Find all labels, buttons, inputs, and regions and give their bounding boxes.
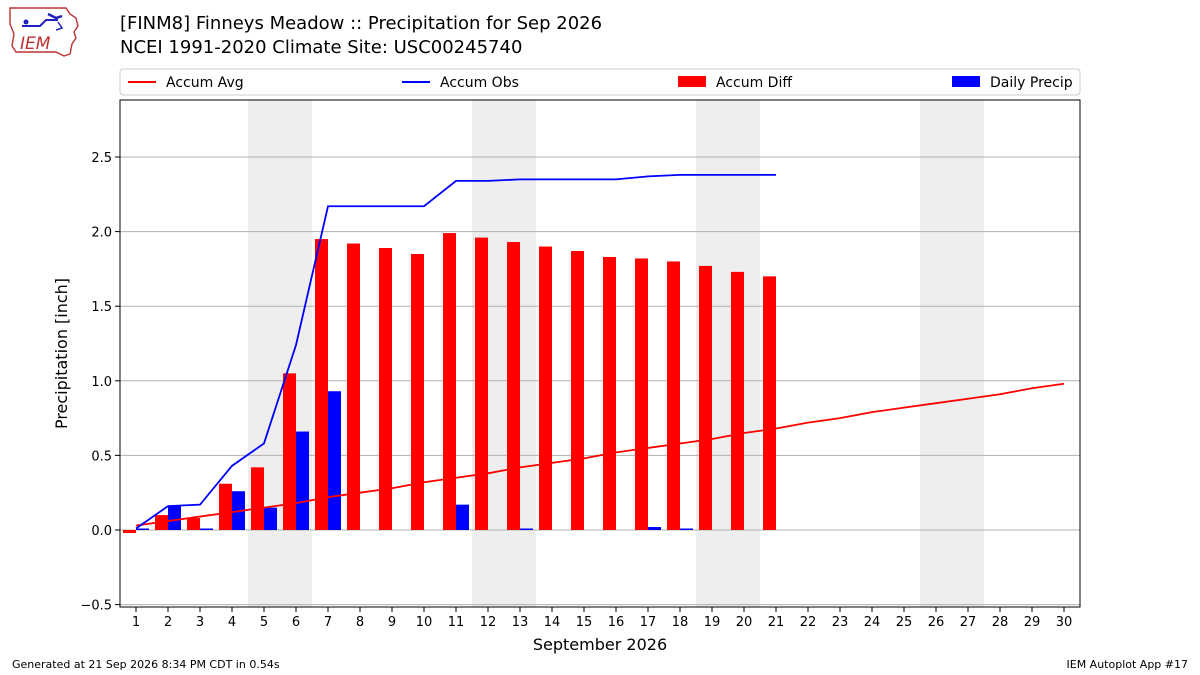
x-tick-label: 13 [512, 615, 529, 630]
daily-precip-bar [520, 528, 533, 530]
accum-diff-bar [635, 258, 648, 530]
accum-diff-bar [603, 256, 616, 530]
accum-diff-bar [347, 243, 360, 530]
x-tick-label: 24 [864, 615, 881, 630]
x-tick-label: 20 [736, 615, 753, 630]
daily-precip-bar [264, 507, 277, 530]
x-tick-label: 11 [448, 615, 465, 630]
chart-title-line1: [FINM8] Finneys Meadow :: Precipitation … [120, 13, 603, 34]
x-tick-label: 4 [228, 615, 236, 630]
accum-diff-bar [763, 276, 776, 530]
x-tick-label: 23 [832, 615, 849, 630]
x-tick-label: 7 [324, 615, 332, 630]
logo-text: IEM [20, 34, 51, 54]
weekend-shading [248, 100, 984, 607]
weekend-band-1 [248, 100, 312, 607]
x-tick-label: 27 [960, 615, 977, 630]
x-tick-label: 22 [800, 615, 817, 630]
accum-diff-bar [507, 242, 520, 530]
x-tick-label: 2 [164, 615, 172, 630]
y-tick-label: 1.0 [91, 375, 112, 390]
x-tick-label: 3 [196, 615, 204, 630]
daily-precip-bar [136, 528, 149, 530]
x-tick-label: 18 [672, 615, 689, 630]
x-tick-label: 21 [768, 615, 785, 630]
y-axis-label: Precipitation [inch] [52, 278, 71, 429]
x-tick-label: 30 [1056, 615, 1073, 630]
x-tick-label: 14 [544, 615, 561, 630]
accum-diff-bar [283, 373, 296, 530]
accum-diff-bar [667, 261, 680, 530]
lines [135, 174, 1065, 530]
legend-label: Accum Diff [716, 75, 792, 91]
daily-precip-bar [648, 527, 661, 530]
y-tick-label: 2.5 [91, 151, 112, 166]
x-tick-label: 29 [1024, 615, 1041, 630]
x-tick-label: 19 [704, 615, 721, 630]
y-tick-label: 2.0 [91, 226, 112, 241]
x-axis-label: September 2026 [533, 635, 667, 654]
app-credit: IEM Autoplot App #17 [1066, 658, 1189, 671]
daily-precip-bar [168, 506, 181, 530]
daily-precip-bar [680, 528, 693, 530]
accum-diff-bar [411, 253, 424, 531]
legend-label: Accum Avg [166, 75, 244, 91]
legend-box [119, 68, 1081, 96]
daily-precip-bar [200, 528, 213, 530]
chart-title-line2: NCEI 1991-2020 Climate Site: USC00245740 [120, 37, 523, 58]
x-tick-label: 6 [292, 615, 300, 630]
x-tick-label: 16 [608, 615, 625, 630]
daily-precip-bar [296, 431, 309, 530]
y-axis-ticks: −0.5 0.0 0.5 1.0 1.5 2.0 2.5 [80, 151, 120, 614]
accum-diff-bar [219, 483, 232, 530]
x-tick-label: 1 [132, 615, 140, 630]
accum-diff-bar [571, 250, 584, 530]
x-tick-label: 17 [640, 615, 657, 630]
x-tick-label: 10 [416, 615, 433, 630]
accum-avg-line [135, 382, 1065, 527]
x-tick-label: 26 [928, 615, 945, 630]
accum-diff-bar [123, 530, 136, 533]
accum-diff-bar [699, 265, 712, 530]
y-tick-label: −0.5 [80, 599, 112, 614]
x-axis-ticks: 1 2 3 4 5 6 7 8 9 10 11 12 13 14 15 16 17 18 19 20 21 22 23 24 2… [132, 607, 1072, 630]
accum-obs-line [135, 174, 776, 530]
legend-label: Accum Obs [440, 75, 519, 91]
y-tick-label: 0.5 [91, 449, 112, 464]
legend: Accum Avg Accum Obs Accum Diff Daily Precip [119, 68, 1081, 96]
accum-diff-bar [379, 248, 392, 530]
daily-precip-bar [328, 391, 341, 530]
legend-swatch [952, 76, 980, 87]
daily-precip-bar [456, 504, 469, 530]
legend-label: Daily Precip [990, 75, 1073, 91]
plot-frame [119, 99, 1081, 608]
accum-diff-bar [475, 237, 488, 530]
accum-diff-bar [251, 467, 264, 530]
x-tick-label: 12 [480, 615, 497, 630]
accum-diff-bar [315, 239, 328, 530]
weekend-band-4 [920, 100, 984, 607]
accum-diff-bar [443, 233, 456, 531]
x-tick-label: 25 [896, 615, 913, 630]
x-tick-label: 15 [576, 615, 593, 630]
accum-diff-bar [731, 271, 744, 530]
bars [123, 233, 776, 533]
accum-diff-bar [187, 518, 200, 530]
x-tick-label: 5 [260, 615, 268, 630]
legend-swatch [678, 76, 706, 87]
generated-timestamp: Generated at 21 Sep 2026 8:34 PM CDT in … [12, 658, 280, 671]
accum-diff-bar [539, 246, 552, 530]
iem-logo-icon: IEM [9, 7, 79, 57]
y-tick-label: 0.0 [91, 524, 112, 539]
x-tick-label: 9 [388, 615, 396, 630]
x-tick-label: 28 [992, 615, 1009, 630]
y-tick-label: 1.5 [91, 300, 112, 315]
x-tick-label: 8 [356, 615, 364, 630]
